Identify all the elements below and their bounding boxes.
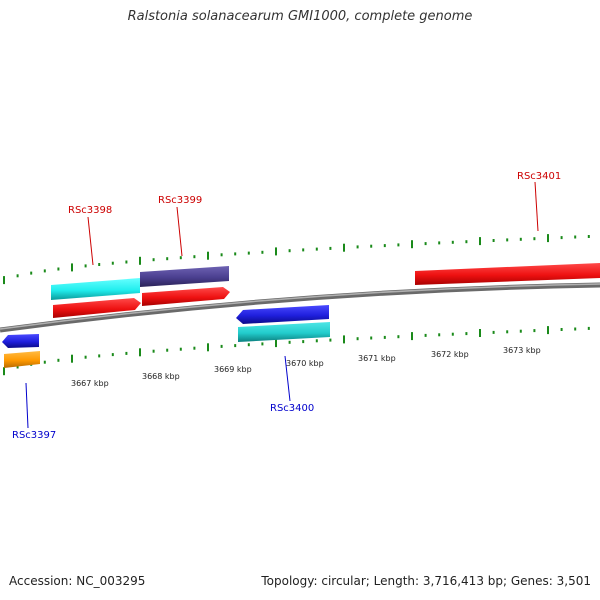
gene-rsc3397-cds[interactable] (2, 334, 39, 348)
gene-rsc3401-leader (534, 181, 539, 232)
gene-rsc3400[interactable]: RSc3400 (236, 305, 330, 414)
gene-rsc3398-label: RSc3398 (68, 205, 112, 216)
map-title: Ralstonia solanacearum GMI1000, complete… (127, 9, 473, 24)
tick-label: 3673 kbp (503, 346, 541, 355)
gene-rsc3399-cds[interactable] (142, 287, 230, 306)
upper-tick-ring (3, 234, 590, 285)
gene-rsc3399-gene[interactable] (140, 266, 229, 287)
gene-rsc3400-label: RSc3400 (270, 403, 314, 414)
gene-rsc3400-leader (284, 355, 291, 402)
gene-rsc3401-gene[interactable] (415, 263, 600, 285)
genome-backbone (0, 282, 600, 333)
tick-label: 3670 kbp (286, 359, 324, 368)
backbone-arc (0, 282, 600, 333)
tick-label: 3668 kbp (142, 372, 180, 381)
gene-rsc3398-cds[interactable] (53, 298, 141, 318)
backbone-arc-highlight (0, 283, 600, 330)
gene-rsc3400-gene[interactable] (238, 322, 330, 342)
gene-rsc3397-label: RSc3397 (12, 430, 56, 441)
tick-label: 3672 kbp (431, 350, 469, 359)
gene-rsc3397[interactable]: RSc3397 (2, 334, 56, 441)
accession-text: Accession: NC_003295 (9, 574, 146, 588)
gene-rsc3399[interactable]: RSc3399 (140, 195, 230, 306)
gene-rsc3398-leader (87, 216, 94, 266)
genome-summary-text: Topology: circular; Length: 3,716,413 bp… (261, 574, 591, 588)
gene-rsc3401[interactable]: RSc3401 (415, 171, 600, 285)
lower-tick-ring (3, 326, 590, 376)
gene-rsc3397-gene[interactable] (4, 351, 40, 368)
gene-rsc3399-label: RSc3399 (158, 195, 202, 206)
gene-rsc3398-gene[interactable] (51, 278, 140, 300)
tick-label: 3669 kbp (214, 365, 252, 374)
gene-rsc3398[interactable]: RSc3398 (51, 205, 141, 318)
tick-label: 3667 kbp (71, 379, 109, 388)
gene-rsc3399-leader (176, 206, 183, 257)
gene-rsc3400-cds[interactable] (236, 305, 329, 324)
tick-labels: 3667 kbp 3668 kbp 3669 kbp 3670 kbp 3671 kbp… (71, 346, 541, 388)
tick-label: 3671 kbp (358, 354, 396, 363)
gene-rsc3397-leader (25, 382, 29, 429)
gene-rsc3401-label: RSc3401 (517, 171, 561, 182)
